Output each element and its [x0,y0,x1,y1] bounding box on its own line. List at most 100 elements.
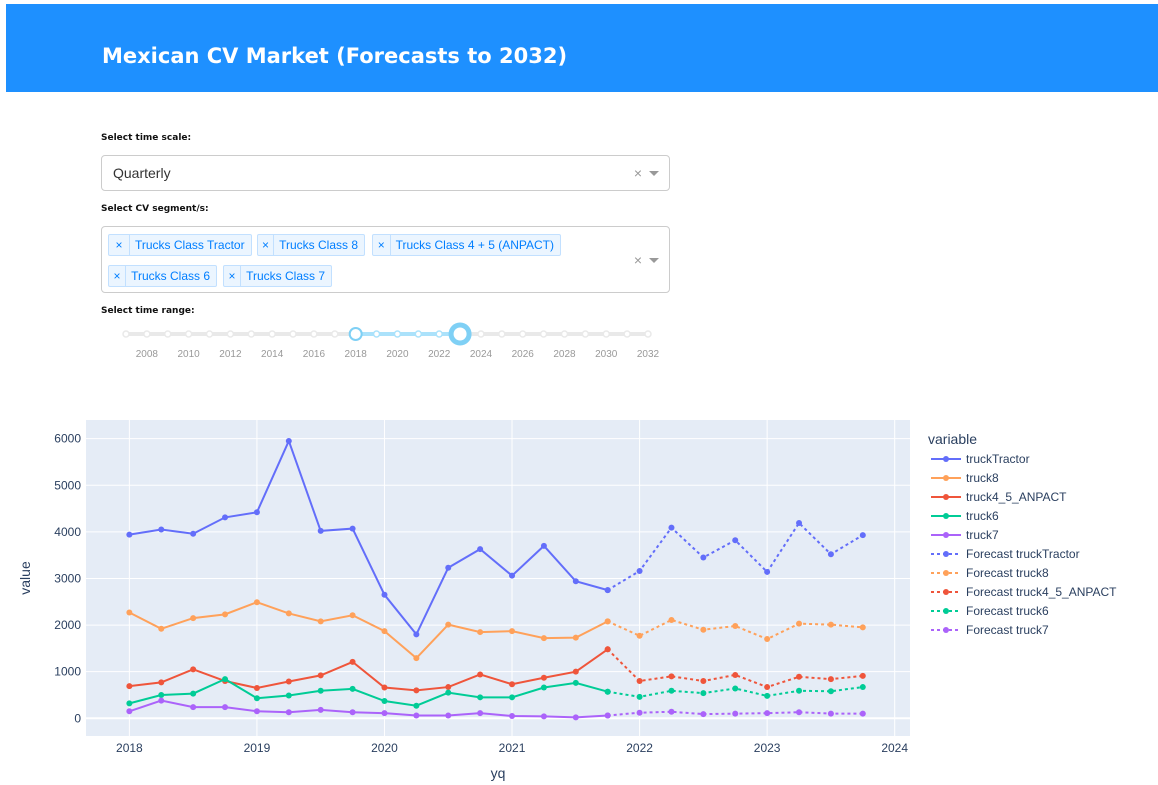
data-point [285,437,292,444]
slider-dot[interactable] [623,330,631,338]
slider-dot[interactable] [205,330,214,338]
slider-dot[interactable] [644,330,652,338]
data-point [477,546,484,553]
tag-remove-icon[interactable]: × [224,266,242,286]
series-line [606,648,863,689]
segment-tag[interactable]: × Trucks Class Tractor [108,234,252,256]
data-point [413,702,420,709]
slider-dot[interactable] [539,330,548,338]
slider-dot[interactable] [331,330,339,338]
tag-label: Trucks Class 8 [279,238,358,252]
legend-item[interactable]: truck6 [931,509,999,523]
data-point [732,685,739,692]
segment-tag[interactable]: × Trucks Class 7 [223,265,332,287]
slider-dot[interactable] [184,330,193,338]
slider-dot[interactable] [268,330,276,338]
time-range-slider[interactable]: 2008 2010 2012 2014 2016 2018 2020 2022 2024 2026… [101,322,671,372]
tag-label: Trucks Class Tractor [135,238,245,252]
legend-marker [943,551,949,557]
tag-remove-icon[interactable]: × [373,235,391,255]
data-point [540,635,547,642]
slider-dot[interactable] [289,330,297,338]
slider-dot[interactable] [498,330,506,338]
legend-label: truck4_5_ANPACT [966,490,1067,504]
segments-clear-icon[interactable]: × [633,252,642,268]
legend-item[interactable]: Forecast truck4_5_ANPACT [931,585,1117,599]
slider-dot[interactable] [560,330,569,338]
data-point [604,587,611,594]
slider-tick-label: 2024 [470,349,493,360]
data-point [190,615,197,622]
slider-tick-label: 2016 [303,349,326,360]
slider-dot[interactable] [477,330,485,338]
time-scale-chevron-down-icon[interactable] [649,171,659,176]
legend-item[interactable]: truckTractor [931,452,1030,466]
tag-remove-icon[interactable]: × [109,266,127,286]
slider-handle-end[interactable] [448,322,472,346]
y-tick-label: 2000 [54,618,81,632]
segment-tag[interactable]: × Trucks Class 6 [108,265,217,287]
app-header: Mexican CV Market (Forecasts to 2032) [6,4,1158,92]
slider-dot[interactable] [143,330,151,338]
data-point [668,673,675,680]
x-tick-label: 2021 [499,741,526,755]
data-point [381,698,388,705]
segments-multiselect[interactable]: × Trucks Class Tractor × Trucks Class 8 × Tru… [101,226,670,293]
legend-label: Forecast truck6 [966,604,1049,618]
legend-label: truckTractor [966,452,1030,466]
slider-dot[interactable] [435,330,443,338]
segment-tag[interactable]: × Trucks Class 8 [257,234,365,256]
data-point [859,684,866,691]
data-point [700,690,707,697]
legend-item[interactable]: truck4_5_ANPACT [931,490,1067,504]
legend-item[interactable]: truck8 [931,471,999,485]
slider-dot[interactable] [602,330,610,338]
series-line [129,438,608,637]
slider-dot[interactable] [518,330,527,338]
data-point [413,712,420,719]
legend-item[interactable]: Forecast truckTractor [931,547,1080,561]
slider-dot[interactable] [414,330,423,338]
data-point [317,618,324,625]
data-point [636,678,643,685]
x-tick-label: 2023 [754,741,781,755]
data-point [349,525,356,532]
data-point [668,687,675,694]
data-point [285,692,292,699]
data-point [445,689,452,696]
data-point [285,610,292,617]
slider-dot[interactable] [226,330,235,338]
time-scale-clear-icon[interactable]: × [633,165,642,181]
tag-remove-icon[interactable]: × [109,235,130,255]
legend-item[interactable]: truck7 [931,528,999,542]
data-point [604,688,611,695]
legend-item[interactable]: Forecast truck7 [931,623,1049,637]
data-point [796,520,803,527]
legend-marker [943,627,949,633]
slider-dot[interactable] [247,330,256,338]
segment-tag[interactable]: × Trucks Class 4 + 5 (ANPACT) [372,234,561,256]
legend-item[interactable]: Forecast truck6 [931,604,1049,618]
data-point [827,688,834,695]
slider-dot[interactable] [122,330,130,338]
slider-dot[interactable] [310,330,318,338]
slider-tick-label: 2028 [553,349,576,360]
slider-dot[interactable] [164,330,172,338]
tag-remove-icon[interactable]: × [258,235,275,255]
slider-dot[interactable] [581,330,590,338]
data-point [509,572,516,579]
slider-dot[interactable] [393,330,402,338]
slider-dot[interactable] [372,330,381,338]
data-point [859,624,866,631]
data-point [636,632,643,639]
time-scale-dropdown[interactable]: Quarterly × [101,155,670,191]
data-point [381,628,388,635]
data-point [572,668,579,675]
data-point [604,618,611,625]
tag-label: Trucks Class 6 [131,269,210,283]
slider-handle-start[interactable] [348,327,363,341]
segments-chevron-down-icon[interactable] [649,258,659,263]
data-point [700,554,707,561]
legend-label: truck8 [966,471,999,485]
legend-item[interactable]: Forecast truck8 [931,566,1049,580]
